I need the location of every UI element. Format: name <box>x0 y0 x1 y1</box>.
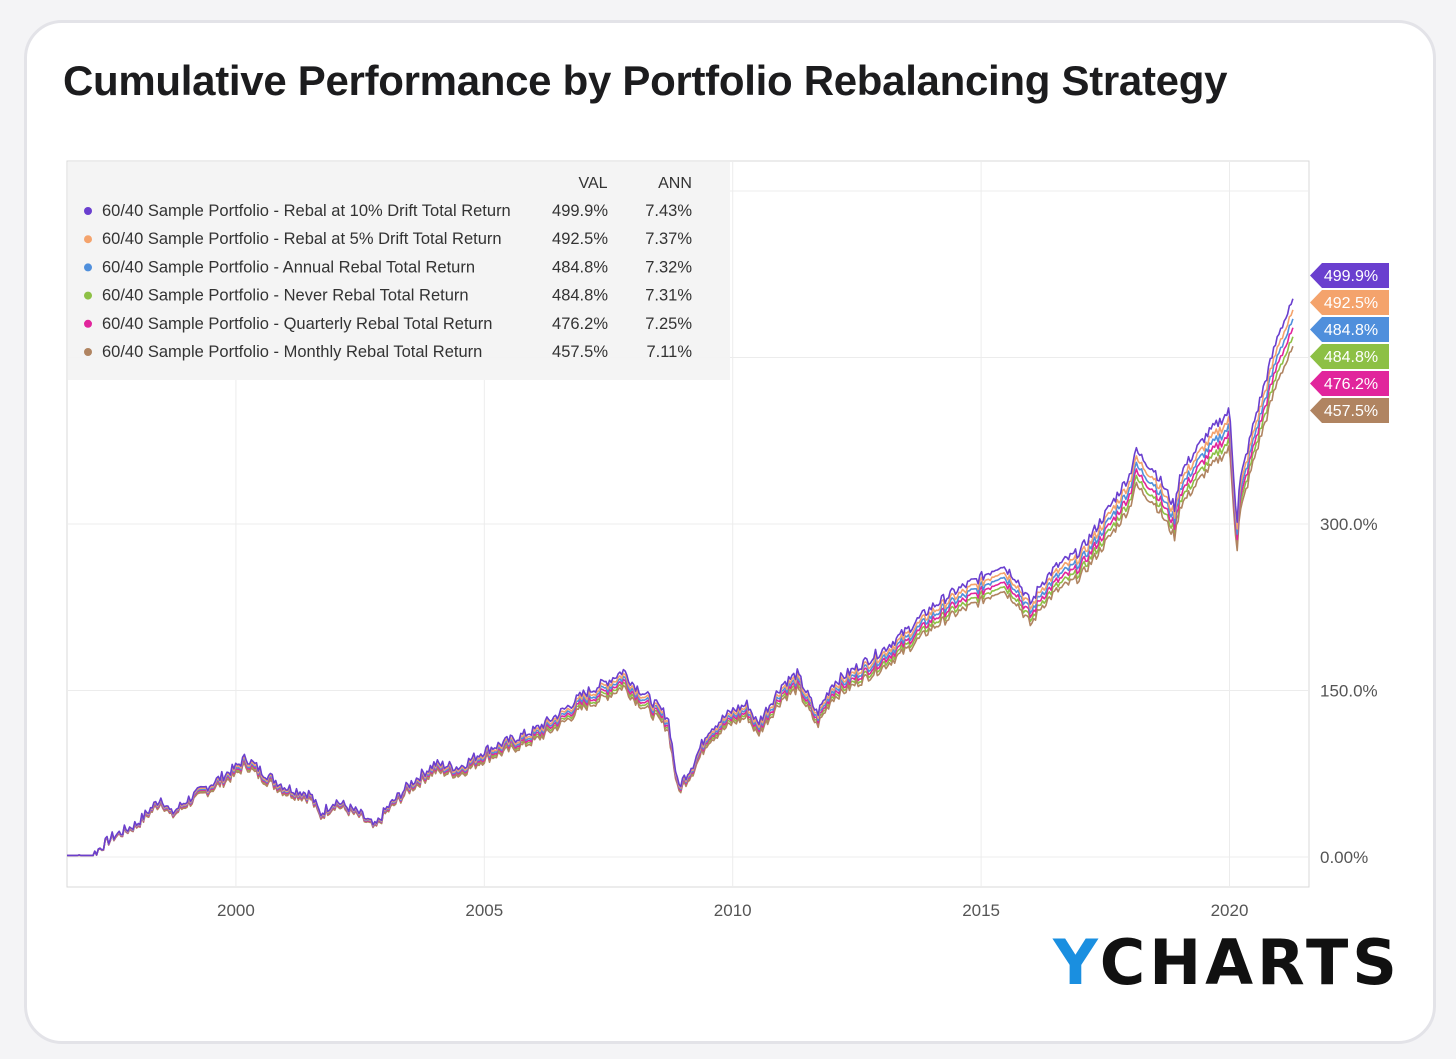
end-label-value: 492.5% <box>1324 295 1378 312</box>
end-label-tag <box>1310 398 1389 423</box>
x-tick-label: 2005 <box>465 901 503 920</box>
legend-val: 492.5% <box>552 230 608 248</box>
legend-ann: 7.32% <box>645 258 692 276</box>
series-line <box>67 345 1294 857</box>
end-label-tag <box>1310 371 1389 396</box>
end-label-value: 499.9% <box>1324 268 1378 285</box>
legend-ann: 7.11% <box>646 343 692 361</box>
legend-marker <box>84 207 92 215</box>
end-label-tag <box>1310 317 1389 342</box>
end-label-tag <box>1310 344 1389 369</box>
x-tick-label: 2015 <box>962 901 1000 920</box>
y-tick-label: 0.00% <box>1320 848 1368 867</box>
x-tick-label: 2000 <box>217 901 255 920</box>
legend-val: 457.5% <box>552 343 608 361</box>
legend-ann: 7.37% <box>645 230 692 248</box>
legend-marker <box>84 263 92 272</box>
logo-y: Y <box>1053 926 1100 999</box>
x-tick-label: 2020 <box>1211 901 1249 920</box>
legend-name: 60/40 Sample Portfolio - Never Rebal Tot… <box>102 287 469 305</box>
end-label-tag <box>1310 290 1389 315</box>
legend-name: 60/40 Sample Portfolio - Quarterly Rebal… <box>102 315 492 333</box>
y-tick-label: 300.0% <box>1320 515 1378 534</box>
end-label-value: 457.5% <box>1324 403 1378 420</box>
legend-ann: 7.25% <box>645 315 692 333</box>
legend-ann: 7.31% <box>645 287 692 305</box>
y-axis: 0.00% 150.0% 300.0% <box>1320 515 1378 867</box>
legend-marker <box>84 348 92 356</box>
legend-box <box>68 162 730 380</box>
legend-col-ann: ANN <box>658 175 692 192</box>
legend-name: 60/40 Sample Portfolio - Annual Rebal To… <box>102 258 475 276</box>
x-axis: 2000 2005 2010 2015 2020 <box>217 901 1248 920</box>
legend-marker <box>84 291 92 300</box>
legend-name: 60/40 Sample Portfolio - Rebal at 5% Dri… <box>102 230 502 248</box>
legend-col-val: VAL <box>578 175 607 192</box>
series-line <box>67 309 1294 857</box>
x-tick-label: 2010 <box>714 901 752 920</box>
legend-name: 60/40 Sample Portfolio - Monthly Rebal T… <box>102 343 482 361</box>
legend-name: 60/40 Sample Portfolio - Rebal at 10% Dr… <box>102 202 511 220</box>
ycharts-logo: YCHARTS <box>1053 932 1401 994</box>
y-tick-label: 150.0% <box>1320 682 1378 701</box>
legend-val: 476.2% <box>552 315 608 333</box>
end-labels: 499.9% 492.5% 484.8% 484.8% 476.2% 457.5% <box>1310 263 1389 423</box>
legend-ann: 7.43% <box>645 202 692 220</box>
legend-marker <box>84 235 92 244</box>
series-line <box>67 298 1294 857</box>
series-lines <box>67 298 1294 857</box>
end-label-value: 476.2% <box>1324 376 1378 393</box>
legend-val: 499.9% <box>552 202 608 220</box>
end-label-value: 484.8% <box>1324 322 1378 339</box>
legend-val: 484.8% <box>552 258 608 276</box>
legend-val: 484.8% <box>552 287 608 305</box>
end-label-value: 484.8% <box>1324 349 1378 366</box>
legend: VAL ANN 60/40 Sample Portfolio - Rebal at … <box>68 162 730 380</box>
end-label-tag <box>1310 263 1389 288</box>
logo-text: CHARTS <box>1099 926 1401 999</box>
chart-title: Cumulative Performance by Portfolio Reba… <box>63 57 1228 104</box>
legend-marker <box>84 319 92 328</box>
